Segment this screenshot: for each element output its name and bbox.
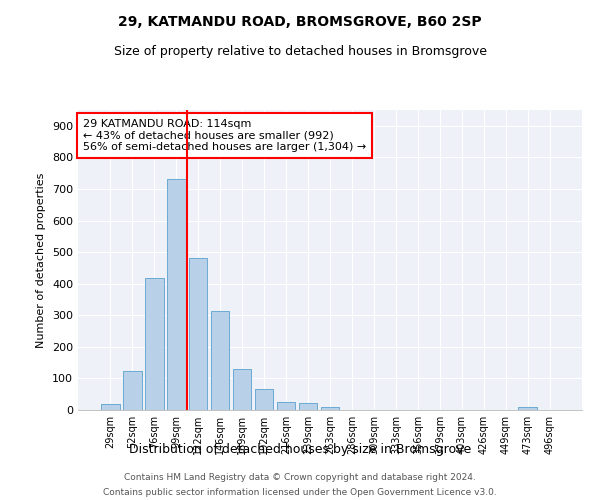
Text: Contains public sector information licensed under the Open Government Licence v3: Contains public sector information licen… (103, 488, 497, 497)
Bar (255, 390, 274, 410)
Bar (101, 404, 119, 410)
Text: 29 KATMANDU ROAD: 114sqm
← 43% of detached houses are smaller (992)
56% of semi-: 29 KATMANDU ROAD: 114sqm ← 43% of detach… (83, 119, 366, 152)
Bar (211, 310, 229, 410)
Bar (145, 278, 164, 410)
Bar (167, 180, 185, 410)
Bar (518, 407, 537, 410)
Y-axis label: Number of detached properties: Number of detached properties (37, 172, 46, 348)
Text: Size of property relative to detached houses in Bromsgrove: Size of property relative to detached ho… (113, 45, 487, 58)
Text: 29, KATMANDU ROAD, BROMSGROVE, B60 2SP: 29, KATMANDU ROAD, BROMSGROVE, B60 2SP (118, 15, 482, 29)
Text: Distribution of detached houses by size in Bromsgrove: Distribution of detached houses by size … (129, 444, 471, 456)
Text: Contains HM Land Registry data © Crown copyright and database right 2024.: Contains HM Land Registry data © Crown c… (124, 473, 476, 482)
Bar (320, 407, 340, 410)
Bar (233, 369, 251, 410)
Bar (123, 372, 142, 410)
Bar (299, 403, 317, 410)
Bar (277, 402, 295, 410)
Bar (189, 258, 208, 410)
